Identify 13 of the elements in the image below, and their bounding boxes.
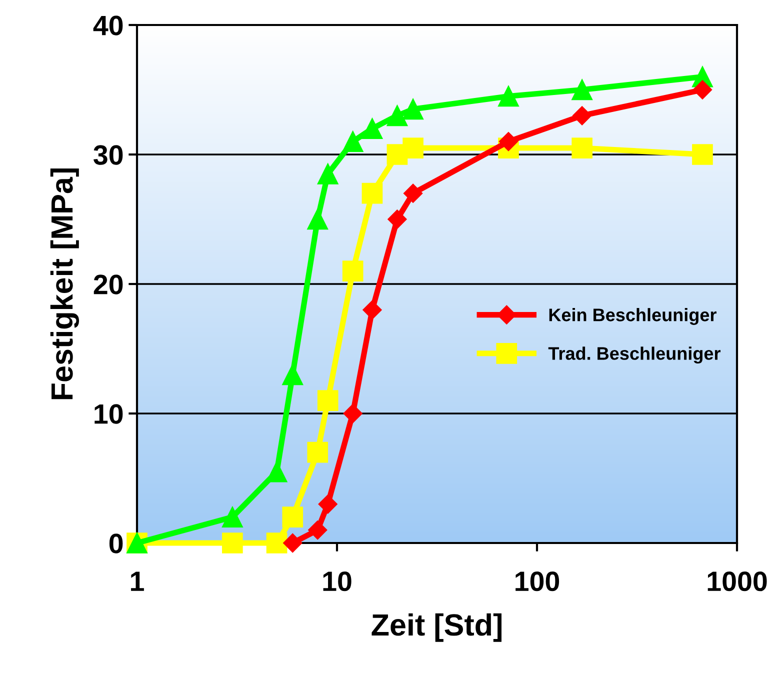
y-tick-label: 10 — [94, 404, 123, 424]
x-tick-label: 10 — [323, 572, 352, 592]
x-tick-label: 100 — [516, 572, 560, 592]
y-tick-label: 20 — [94, 274, 123, 294]
x-tick-label: 1000 — [708, 572, 767, 592]
legend-label: Kein Beschleuniger — [549, 308, 716, 325]
y-tick-label: 0 — [109, 534, 123, 554]
y-tick-label: 40 — [93, 16, 123, 36]
y-axis-title: Festigkeit [MPa] — [50, 168, 80, 400]
legend-label: Trad. Beschleuniger — [548, 346, 720, 364]
x-axis-title: Zeit [Std] — [372, 613, 502, 642]
x-tick-label: 1 — [131, 572, 144, 591]
y-tick-label: 30 — [94, 145, 123, 165]
